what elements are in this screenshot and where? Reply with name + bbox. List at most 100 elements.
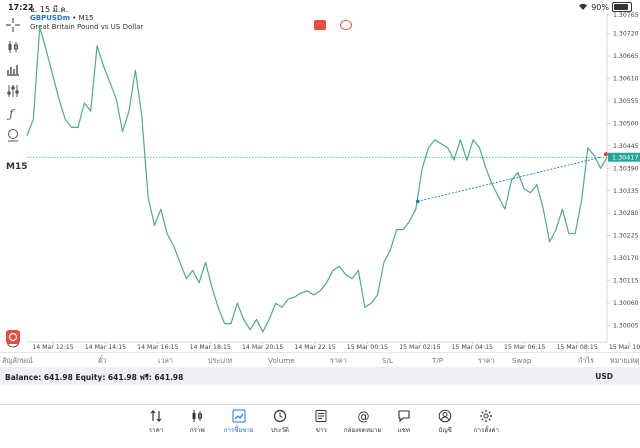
balance-bar: Balance: 641.98 Equity: 641.98 ฟรี: 641.…	[0, 367, 640, 385]
y-tick-label: 1.30765	[613, 12, 639, 19]
column-header[interactable]: หมายเหตุ	[610, 356, 640, 365]
x-tick-label: 15 Mar 08:15	[556, 344, 597, 351]
y-tick-label: 1.30335	[613, 188, 639, 195]
tab-label: การตั้งค่า	[473, 427, 499, 434]
tab-label: กราฟ	[189, 427, 205, 434]
bottom-tab-bar: ราคา กราฟ การซื้อขาย ประวัติ ข่าว @ กล่องจดหมา…	[0, 404, 640, 448]
x-tick-label: 15 Mar 02:15	[399, 344, 440, 351]
tab-trade[interactable]: การซื้อขาย	[219, 409, 259, 435]
y-tick-label: 1.30445	[613, 143, 639, 150]
crosshair-icon[interactable]	[4, 16, 22, 34]
account-icon	[425, 409, 465, 423]
y-tick-label: 1.30390	[613, 165, 639, 172]
x-tick-label: 15 Mar 06:15	[504, 344, 545, 351]
chart-symbol[interactable]: GBPUSDm	[30, 14, 71, 22]
wifi-icon	[579, 3, 588, 10]
y-tick-label: 1.30500	[613, 120, 639, 127]
tab-chart[interactable]: กราฟ	[177, 409, 217, 435]
svg-text:ƒ: ƒ	[6, 107, 16, 120]
price-series-line	[26, 26, 608, 333]
candlestick-icon[interactable]	[4, 38, 22, 56]
tab-label: ราคา	[148, 427, 164, 434]
tab-history[interactable]: ประวัติ	[260, 409, 300, 435]
battery-icon	[612, 2, 632, 12]
status-bar: 17:22 อ. 15 มี.ค. 90%	[0, 0, 640, 14]
tab-mailbox[interactable]: @ กล่องจดหมาย	[343, 409, 383, 435]
x-tick-label: 14 Mar 18:15	[190, 344, 231, 351]
column-header[interactable]: สัญลักษณ์	[2, 356, 33, 365]
x-tick-label: 15 Mar 10:15	[609, 344, 640, 351]
x-tick-label: 14 Mar 22:15	[294, 344, 335, 351]
settings-icon	[466, 409, 506, 423]
chart-icon	[177, 409, 217, 423]
current-price-label: 1.30417	[612, 153, 638, 161]
column-header[interactable]: Swap	[512, 356, 532, 365]
header-separator: •	[70, 14, 79, 22]
y-tick-label: 1.30060	[613, 300, 639, 307]
battery-percent: 90%	[591, 2, 609, 12]
x-tick-label: 15 Mar 04:15	[452, 344, 493, 351]
trade-columns-header: สัญลักษณ์ ตั๋ว เวลา ประเภท Volume ราคา S/L T/P ร…	[0, 352, 640, 367]
price-chart[interactable]: 1.30765 1.30720 1.30665 1.30610 1.30555 1.305…	[0, 0, 640, 352]
settings-sliders-icon[interactable]	[4, 82, 22, 100]
tab-quotes[interactable]: ราคา	[136, 409, 176, 435]
chart-header: GBPUSDm • M15 Great Britain Pound vs US …	[30, 14, 143, 32]
y-tick-label: 1.30280	[613, 210, 639, 217]
y-tick-label: 1.30610	[613, 75, 639, 82]
status-date: อ. 15 มี.ค.	[30, 5, 69, 14]
history-icon	[260, 409, 300, 423]
svg-text:@: @	[357, 410, 369, 424]
y-tick-label: 1.30665	[613, 53, 639, 60]
x-tick-label: 14 Mar 14:15	[85, 344, 126, 351]
news-icon	[301, 409, 341, 423]
balance-text: Balance: 641.98 Equity: 641.98 ฟรี: 641.…	[5, 373, 184, 382]
column-header[interactable]: ราคา	[478, 356, 495, 365]
tab-label: ข่าว	[315, 427, 327, 434]
y-tick-label: 1.30115	[613, 278, 639, 285]
indicators-icon[interactable]	[4, 60, 22, 78]
tab-label: บัญชี	[438, 427, 452, 434]
tab-label: กล่องจดหมาย	[343, 427, 382, 434]
column-header[interactable]: ราคา	[330, 356, 347, 365]
y-tick-label: 1.30555	[613, 98, 639, 105]
chat-icon	[384, 409, 424, 423]
column-header[interactable]: Volume	[268, 356, 295, 365]
column-header[interactable]: เวลา	[158, 356, 173, 365]
x-tick-label: 14 Mar 12:15	[32, 344, 73, 351]
trade-icon	[219, 409, 259, 423]
trend-line-end-point	[603, 152, 608, 157]
tab-news[interactable]: ข่าว	[301, 409, 341, 435]
trend-line-start-point	[415, 199, 420, 204]
chart-description: Great Britain Pound vs US Dollar	[30, 23, 144, 31]
chart-timeframe: M15	[78, 14, 94, 22]
tab-account[interactable]: บัญชี	[425, 409, 465, 435]
y-tick-label: 1.30170	[613, 255, 639, 262]
tab-chat[interactable]: แชท	[384, 409, 424, 435]
column-header[interactable]: T/P	[432, 356, 444, 365]
buy-button[interactable]	[340, 20, 352, 30]
y-tick-label: 1.30005	[613, 323, 639, 330]
tab-label: ประวัติ	[270, 427, 289, 434]
quotes-icon	[136, 409, 176, 423]
x-tick-label: 14 Mar 16:15	[137, 344, 178, 351]
function-icon[interactable]: ƒ	[4, 104, 22, 122]
tab-label: แชท	[397, 427, 410, 434]
y-tick-label: 1.30225	[613, 233, 639, 240]
column-header[interactable]: ตั๋ว	[98, 356, 107, 365]
current-price-tag	[608, 152, 640, 162]
one-click-trading-icon[interactable]	[6, 330, 20, 344]
status-time: 17:22	[8, 3, 34, 12]
column-header[interactable]: ประเภท	[208, 356, 233, 365]
trend-line	[417, 156, 602, 202]
y-tick-label: 1.30720	[613, 30, 639, 37]
column-header[interactable]: กำไร	[578, 356, 594, 365]
column-header[interactable]: S/L	[382, 356, 393, 365]
timeframe-label[interactable]: M15	[6, 162, 28, 172]
tab-settings[interactable]: การตั้งค่า	[466, 409, 506, 435]
mailbox-icon: @	[343, 409, 383, 424]
x-tick-label: 14 Mar 20:15	[242, 344, 283, 351]
balance-currency: USD	[595, 372, 613, 381]
x-tick-label: 15 Mar 00:15	[347, 344, 388, 351]
objects-icon[interactable]	[4, 126, 22, 144]
sell-button[interactable]	[314, 20, 326, 30]
